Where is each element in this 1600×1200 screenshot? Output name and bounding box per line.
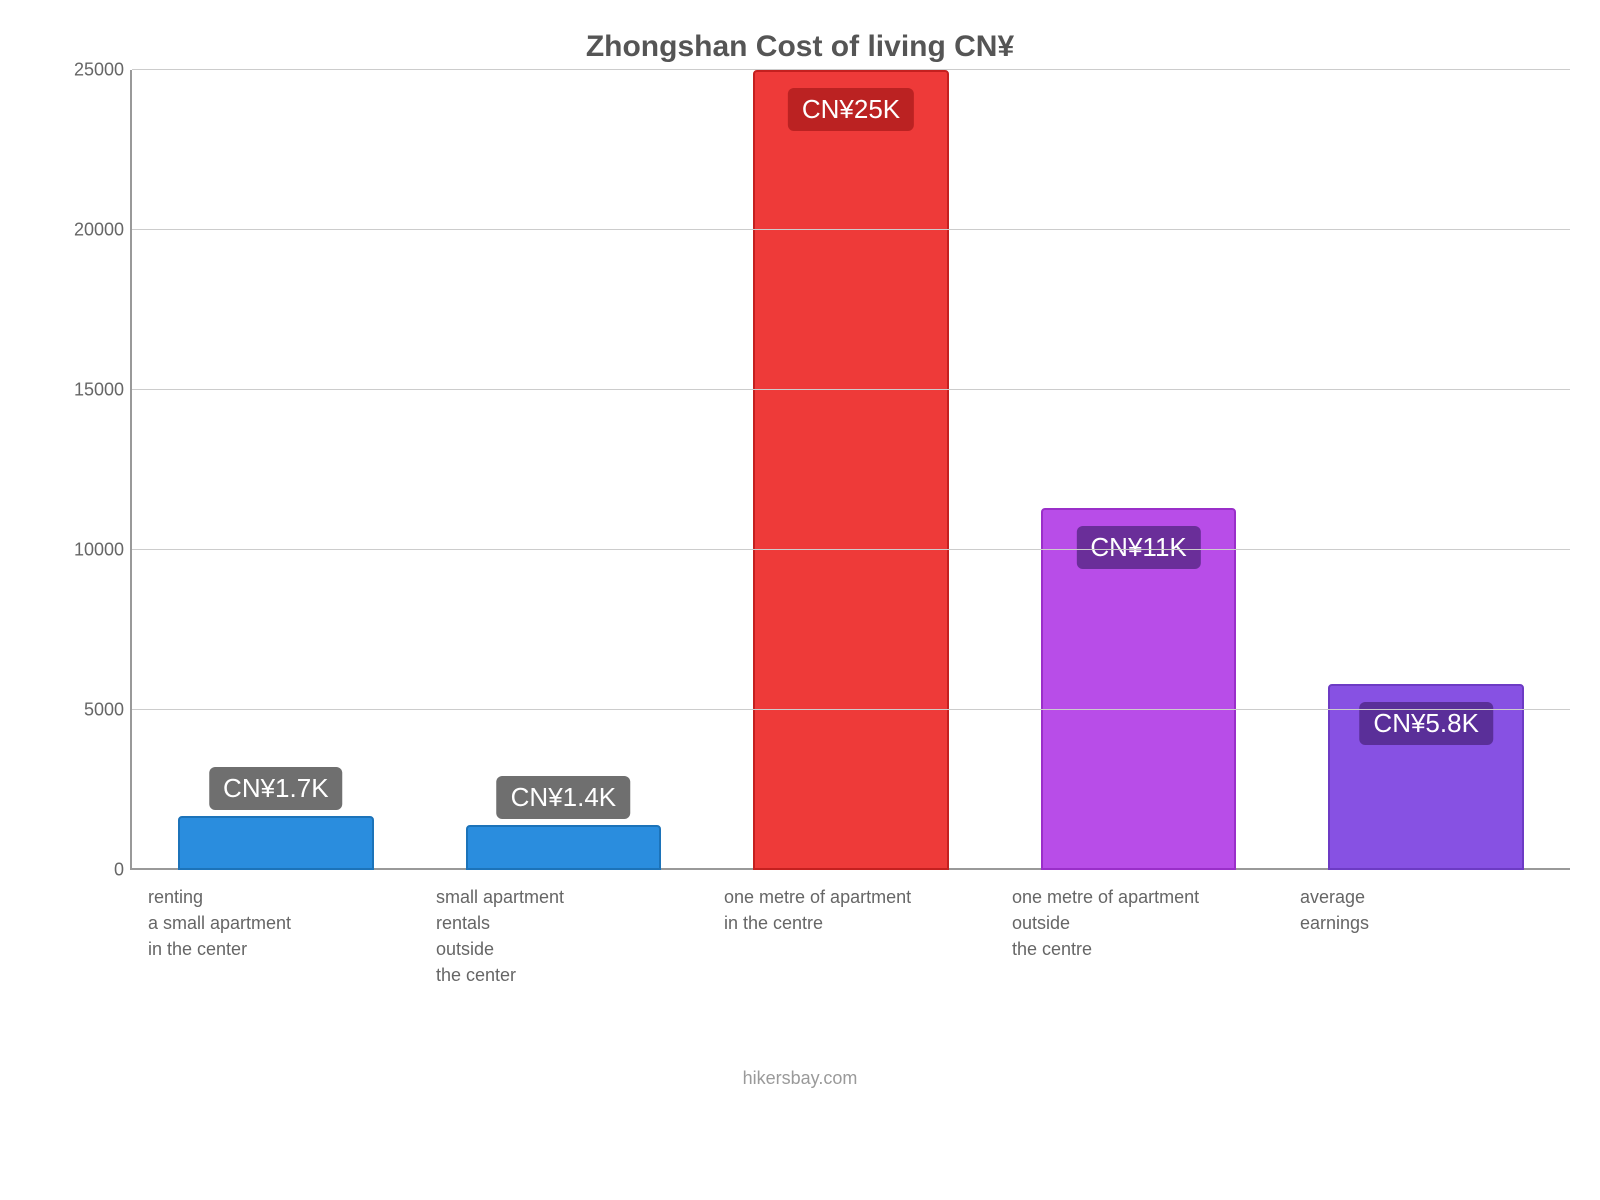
x-axis-labels: renting a small apartment in the centers… xyxy=(130,884,1570,988)
bar: CN¥25K xyxy=(753,70,949,870)
bar: CN¥5.8K xyxy=(1328,684,1524,870)
bar: CN¥1.4K xyxy=(466,825,662,870)
bar-value-label: CN¥25K xyxy=(788,88,914,131)
bar-slot: CN¥5.8K xyxy=(1282,70,1570,870)
x-axis-label: average earnings xyxy=(1282,884,1570,988)
bar-slot: CN¥1.4K xyxy=(420,70,708,870)
bar: CN¥1.7K xyxy=(178,816,374,870)
chart-container: Zhongshan Cost of living CN¥ CN¥1.7KCN¥1… xyxy=(0,0,1600,1200)
bar-value-label: CN¥11K xyxy=(1076,526,1200,569)
x-axis-label: renting a small apartment in the center xyxy=(130,884,418,988)
y-tick-label: 10000 xyxy=(54,540,124,561)
grid-line xyxy=(132,69,1570,70)
bar-slot: CN¥25K xyxy=(707,70,995,870)
y-tick-label: 25000 xyxy=(54,60,124,81)
bars-group: CN¥1.7K CN¥1.4K CN¥25K CN¥11K CN¥5.8K xyxy=(132,70,1570,870)
y-tick-label: 20000 xyxy=(54,220,124,241)
bar-value-label: CN¥1.4K xyxy=(497,776,631,819)
grid-line xyxy=(132,549,1570,550)
bar-slot: CN¥11K xyxy=(995,70,1283,870)
x-axis-label: one metre of apartment outside the centr… xyxy=(994,884,1282,988)
grid-line xyxy=(132,709,1570,710)
grid-line xyxy=(132,229,1570,230)
x-axis-label: small apartment rentals outside the cent… xyxy=(418,884,706,988)
bar-slot: CN¥1.7K xyxy=(132,70,420,870)
y-tick-label: 5000 xyxy=(54,700,124,721)
plot-area: CN¥1.7KCN¥1.4KCN¥25KCN¥11KCN¥5.8K 050001… xyxy=(130,70,1570,870)
bar: CN¥11K xyxy=(1041,508,1237,870)
y-tick-label: 15000 xyxy=(54,380,124,401)
x-axis-label: one metre of apartment in the centre xyxy=(706,884,994,988)
y-tick-label: 0 xyxy=(54,860,124,881)
bar-value-label: CN¥1.7K xyxy=(209,767,343,810)
grid-line xyxy=(132,389,1570,390)
chart-title: Zhongshan Cost of living CN¥ xyxy=(40,30,1560,64)
footer-credit: hikersbay.com xyxy=(40,1068,1560,1089)
